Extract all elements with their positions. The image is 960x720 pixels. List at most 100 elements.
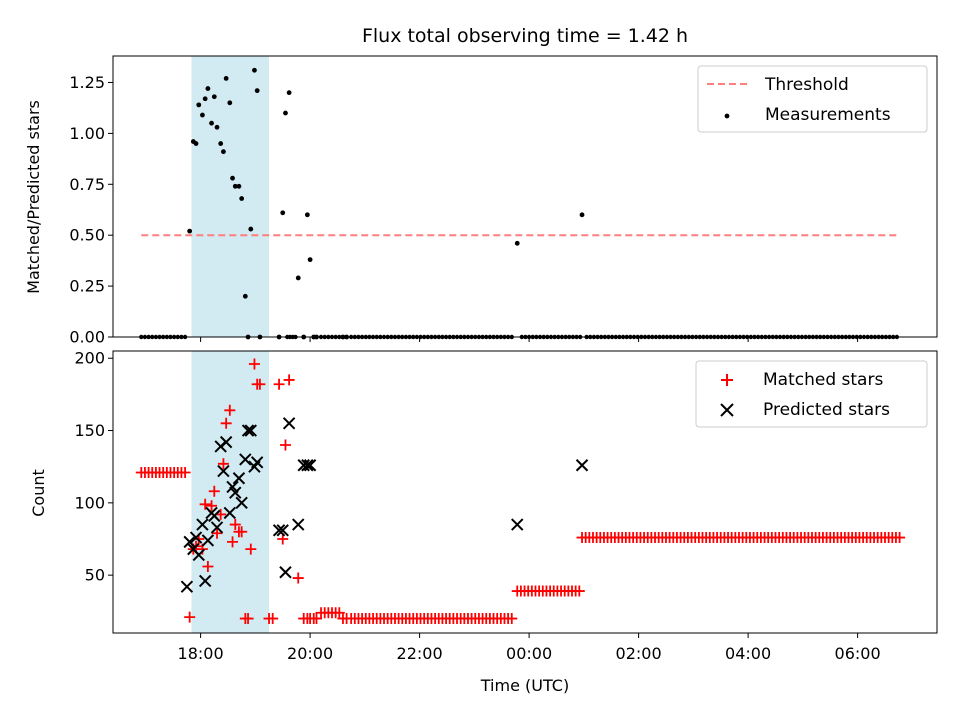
predicted-star-marker: [301, 459, 314, 472]
ratio-y-axis-label: Matched/Predicted stars: [24, 100, 43, 294]
y-tick-label: 1.00: [69, 124, 105, 143]
count-y-ticks: 50 100 150 200: [74, 349, 113, 585]
measurement-point: [307, 257, 313, 263]
matched-star-marker: [279, 439, 291, 451]
predicted-star-marker: [239, 453, 252, 466]
matched-star-marker: [245, 543, 257, 555]
y-tick-label: 0.00: [69, 328, 105, 347]
predicted-star-marker: [198, 574, 212, 588]
count-legend-box: [695, 360, 928, 428]
matched-star-marker: [227, 536, 239, 548]
matched-star-marker: [217, 458, 229, 470]
ratio-y-ticks: 0.00 0.25 0.50 0.75 1.00 1.25: [69, 73, 113, 347]
ratio-legend: Threshold Measurements: [697, 65, 928, 133]
measurement-point: [223, 75, 229, 81]
matched-star-marker: [184, 611, 196, 623]
measurement-point: [304, 212, 310, 218]
predicted-star-marker: [210, 521, 224, 534]
y-tick-label: 150: [74, 421, 105, 440]
measurement-point: [209, 120, 214, 126]
matched-star-marker: [229, 519, 241, 531]
x-tick-label: 20:00: [287, 644, 333, 663]
ratio-panel: 0.00 0.25 0.50 0.75 1.00 1.25 Flux total obse…: [24, 25, 938, 347]
matched-star-marker: [208, 485, 220, 497]
y-tick-label: 200: [74, 349, 105, 368]
shaded-interval-bottom: [191, 351, 270, 633]
matched-legend-swatch: [721, 374, 733, 386]
y-tick-label: 0.50: [69, 226, 105, 245]
predicted-star-marker: [219, 435, 233, 449]
measurements-legend-swatch: [724, 113, 730, 119]
predicted-star-marker: [272, 524, 286, 537]
predicted-star-marker: [201, 534, 215, 547]
measurement-point: [211, 94, 217, 100]
measurement-point: [214, 124, 220, 130]
y-tick-label: 50: [85, 566, 105, 585]
ratio-axes-frame: [112, 55, 938, 338]
chart-title: Flux total observing time = 1.42 h: [362, 25, 688, 47]
count-y-axis-label: Count: [29, 469, 48, 517]
predicted-star-marker: [241, 424, 255, 437]
count-x-ticks: 18:00 20:00 22:00 00:00 02:00 04:00 06:00: [178, 633, 881, 663]
matched-star-marker: [292, 572, 304, 584]
measurement-point: [252, 67, 257, 73]
y-tick-label: 1.25: [69, 73, 105, 92]
predicted-star-marker: [303, 459, 317, 472]
predicted-star-marker: [282, 417, 296, 430]
predicted-star-marker: [279, 566, 292, 579]
threshold-legend-label: Threshold: [764, 75, 849, 95]
measurement-point: [254, 88, 260, 94]
predicted-star-marker: [232, 472, 246, 485]
matched-star-marker: [179, 466, 191, 478]
ratio-marks: [139, 67, 900, 340]
predicted-star-marker: [244, 424, 257, 437]
matched-legend-label: Matched stars: [763, 370, 883, 390]
predicted-legend-swatch: [720, 403, 734, 417]
predicted-star-marker: [223, 506, 237, 520]
measurement-point: [221, 149, 226, 155]
measurement-point: [242, 293, 248, 299]
predicted-star-marker: [180, 580, 194, 593]
matched-star-marker: [199, 498, 211, 510]
predicted-star-marker: [196, 518, 209, 531]
measurement-point: [236, 183, 242, 189]
measurement-point: [283, 110, 288, 116]
y-tick-label: 100: [74, 493, 105, 512]
predicted-star-marker: [217, 464, 230, 478]
predicted-star-marker: [292, 518, 305, 531]
x-tick-label: 18:00: [178, 644, 224, 663]
x-axis-label: Time (UTC): [480, 676, 569, 695]
measurement-point: [205, 86, 211, 91]
ratio-x-ticks: [200, 337, 859, 342]
measurement-point: [230, 175, 235, 181]
matched-star-marker: [273, 378, 285, 390]
measurement-point: [232, 183, 238, 189]
measurement-point: [196, 102, 202, 108]
count-legend: Matched stars Predicted stars: [695, 360, 928, 428]
ratio-legend-box: [697, 65, 928, 133]
x-tick-label: 00:00: [506, 644, 552, 663]
measurement-point: [200, 112, 205, 118]
matched-star-marker: [894, 532, 906, 544]
matched-star-marker: [202, 560, 214, 572]
predicted-star-marker: [575, 459, 589, 472]
matched-star-marker: [224, 404, 236, 416]
measurement-point: [514, 240, 520, 246]
x-tick-label: 22:00: [397, 644, 443, 663]
x-tick-label: 06:00: [835, 644, 881, 663]
measurement-point: [218, 141, 224, 146]
matched-star-marker: [267, 613, 279, 625]
matched-star-marker: [206, 500, 218, 512]
matched-star-marker: [236, 526, 248, 538]
measurement-point: [280, 210, 286, 216]
matched-star-marker: [506, 613, 518, 625]
x-tick-label: 02:00: [616, 644, 662, 663]
predicted-star-marker: [229, 486, 242, 499]
y-tick-label: 0.25: [69, 277, 105, 296]
y-tick-label: 0.75: [69, 175, 105, 194]
measurement-point: [227, 100, 233, 106]
measurement-point: [193, 141, 199, 146]
measurement-point: [239, 196, 245, 201]
count-panel: 50 100 150 200 18:00 20:00 22:00 00:00 02:00 04:…: [29, 349, 938, 695]
